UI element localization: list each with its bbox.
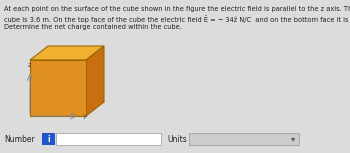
Bar	[42, 133, 55, 145]
Text: y: y	[83, 113, 87, 119]
Polygon shape	[30, 46, 104, 60]
Polygon shape	[86, 46, 104, 116]
Bar	[189, 133, 299, 145]
Text: At each point on the surface of the cube shown in the figure the electric field : At each point on the surface of the cube…	[4, 6, 350, 12]
Polygon shape	[30, 60, 86, 116]
Bar	[56, 133, 161, 145]
Text: z: z	[28, 62, 32, 68]
Text: i: i	[47, 134, 50, 144]
Text: Number: Number	[4, 134, 35, 144]
Text: cube is 3.6 m. On the top face of the cube the electric field Ē = − 34ẑ N/C  and: cube is 3.6 m. On the top face of the cu…	[4, 15, 350, 23]
Text: Units: Units	[167, 134, 187, 144]
Text: ▾: ▾	[291, 134, 295, 144]
Text: Determine the net charge contained within the cube.: Determine the net charge contained withi…	[4, 24, 182, 30]
